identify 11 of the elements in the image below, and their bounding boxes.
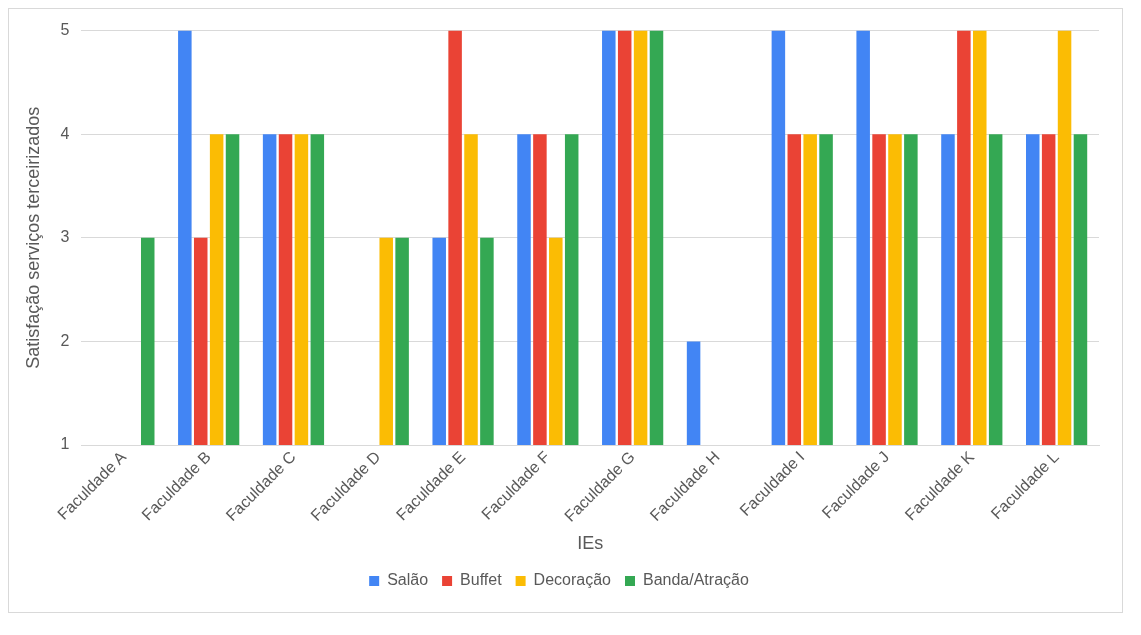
y-axis-title: Satisfação serviços terceirizados [22, 106, 43, 369]
legend-label: Banda/Atração [642, 571, 749, 589]
y-tick-label: 4 [60, 124, 70, 142]
y-tick-label: 5 [60, 21, 70, 39]
y-tick-label: 3 [60, 228, 70, 246]
y-tick-label: 1 [60, 435, 70, 453]
legend-label: Decoração [533, 571, 612, 589]
legend-label: Buffet [460, 571, 503, 589]
y-tick-label: 2 [60, 331, 70, 349]
legend-label: Salão [387, 571, 429, 589]
x-axis-title: IEs [577, 533, 604, 554]
